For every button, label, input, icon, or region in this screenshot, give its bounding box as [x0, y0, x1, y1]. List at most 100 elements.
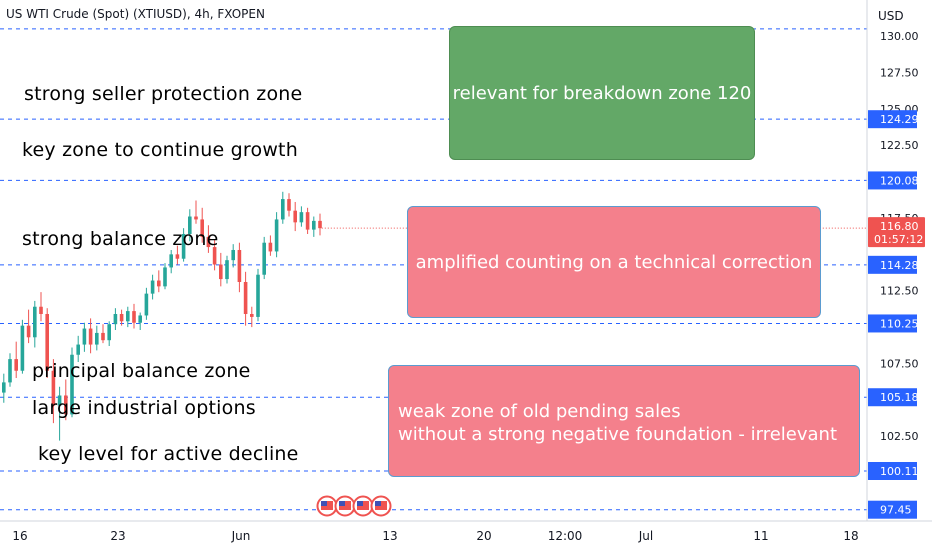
- candle-body: [126, 311, 130, 322]
- candle-body: [274, 219, 279, 252]
- level-price-badge: [868, 500, 917, 519]
- y-tick-label: 130.00: [880, 30, 919, 43]
- candle-body: [132, 311, 136, 323]
- candle-body: [194, 216, 198, 220]
- note-box-weak-zone[interactable]: weak zone of old pending sales without a…: [388, 365, 860, 477]
- x-tick-label: 23: [110, 529, 125, 543]
- candle-body: [256, 274, 260, 317]
- candle-body: [312, 220, 316, 230]
- candle-body: [318, 220, 322, 229]
- candle-body: [212, 247, 217, 265]
- candle-body: [299, 212, 304, 223]
- candle-body: [219, 264, 223, 280]
- level-price-label: 100.11: [880, 465, 919, 478]
- note-weak-zone-line2: without a strong negative foundation - i…: [398, 424, 838, 445]
- candle-body: [95, 332, 99, 345]
- note-box-correction[interactable]: amplified counting on a technical correc…: [407, 206, 821, 318]
- note-breakdown-text: relevant for breakdown zone 120: [452, 82, 752, 104]
- candle-body: [2, 382, 6, 393]
- x-tick-label: 20: [476, 529, 491, 543]
- candle-body: [200, 219, 204, 237]
- us-flag-event-icon: [321, 501, 327, 506]
- currency-badge-bg: [868, 0, 932, 28]
- x-tick-label: 18: [843, 529, 858, 543]
- candle-body: [33, 306, 37, 338]
- candle-body: [293, 210, 297, 223]
- candle-body: [287, 199, 291, 211]
- level-price-label: 105.18: [880, 391, 919, 404]
- level-price-badge: [868, 314, 917, 333]
- level-price-badge: [868, 462, 917, 480]
- y-tick-label: 107.50: [880, 357, 919, 370]
- candle-body: [169, 254, 173, 268]
- candle-body: [39, 306, 43, 315]
- candle-body: [243, 281, 248, 315]
- x-tick-label: Jul: [638, 529, 653, 543]
- candle-body: [144, 293, 149, 316]
- note-box-breakdown[interactable]: relevant for breakdown zone 120: [449, 26, 755, 160]
- candle-body: [70, 354, 74, 415]
- candle-body: [157, 280, 161, 287]
- candle-body: [88, 328, 93, 345]
- currency-label: USD: [878, 9, 904, 23]
- candle-body: [14, 359, 18, 371]
- label-seller-zone: strong seller protection zone: [24, 83, 303, 105]
- level-price-badge: [868, 110, 917, 129]
- candle-body: [262, 242, 266, 275]
- chart-title: US WTI Crude (Spot) (XTIUSD), 4h, FXOPEN: [6, 7, 265, 21]
- candle-body: [8, 359, 12, 383]
- candle-body: [26, 325, 31, 338]
- level-price-badge: [868, 171, 917, 190]
- x-tick-label: 13: [382, 529, 397, 543]
- level-price-label: 97.45: [880, 504, 912, 517]
- last-price-badge: [868, 217, 925, 248]
- level-price-label: 120.08: [880, 174, 919, 187]
- x-tick-label: Jun: [231, 529, 251, 543]
- level-price-badge: [868, 255, 917, 274]
- y-tick-label: 122.50: [880, 139, 919, 152]
- candle-body: [175, 254, 180, 259]
- candle-body: [82, 328, 87, 345]
- label-principal-zone: principal balance zone: [32, 360, 251, 382]
- candle-body: [225, 260, 229, 280]
- level-price-label: 124.29: [880, 113, 919, 126]
- candle-body: [51, 370, 56, 406]
- candle-body: [64, 395, 68, 415]
- level-price-label: 110.25: [880, 317, 919, 330]
- y-tick-label: 102.50: [880, 430, 919, 443]
- candle-body: [237, 249, 242, 282]
- candle-body: [163, 267, 167, 287]
- last-price-label: 116.80: [880, 220, 919, 233]
- candle-body: [305, 212, 310, 230]
- note-correction-text: amplified counting on a technical correc…: [415, 251, 813, 273]
- candle-body: [113, 314, 118, 325]
- candle-body: [188, 216, 192, 234]
- candle-body: [107, 324, 111, 341]
- label-key-growth: key zone to continue growth: [22, 139, 298, 161]
- candle-body: [250, 314, 254, 317]
- y-tick-label: 127.50: [880, 66, 919, 79]
- us-flag-event-icon: [375, 501, 381, 506]
- candle-body: [20, 325, 25, 371]
- us-flag-event-icon: [357, 501, 363, 506]
- candle-body: [138, 315, 142, 323]
- x-tick-label: 16: [12, 529, 27, 543]
- label-industrial-options: large industrial options: [32, 397, 256, 419]
- level-price-label: 114.28: [880, 259, 919, 272]
- candle-body: [57, 395, 62, 406]
- candle-body: [150, 280, 155, 294]
- label-key-decline: key level for active decline: [38, 443, 299, 465]
- y-tick-label: 112.50: [880, 285, 919, 298]
- candle-body: [281, 199, 285, 220]
- candle-body: [231, 249, 235, 261]
- candle-body: [206, 236, 211, 248]
- us-flag-event-icon: [339, 501, 345, 506]
- candle-body: [181, 233, 186, 259]
- candle-body: [119, 314, 124, 322]
- x-tick-label: 11: [753, 529, 768, 543]
- x-tick-label: 12:00: [548, 529, 583, 543]
- candle-body: [76, 344, 80, 355]
- candle-body: [101, 332, 105, 341]
- level-price-badge: [868, 388, 917, 407]
